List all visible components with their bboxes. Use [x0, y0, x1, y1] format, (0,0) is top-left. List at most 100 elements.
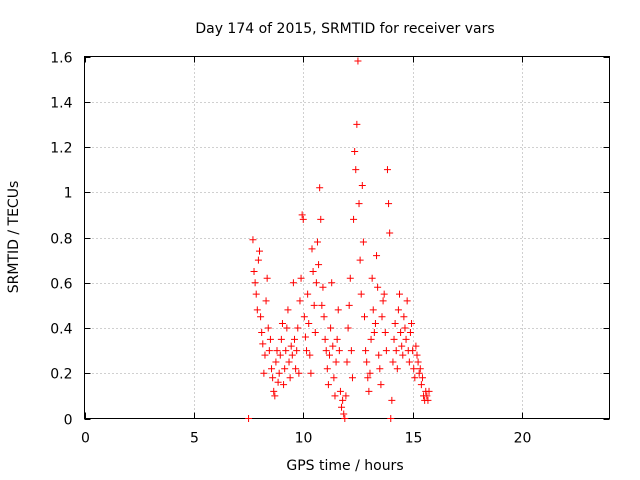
- data-point: [312, 279, 320, 287]
- data-point: [397, 329, 405, 337]
- data-point: [362, 347, 370, 355]
- y-tick-label: 0.4: [50, 322, 72, 338]
- y-tick-label: 1: [64, 186, 73, 202]
- data-point: [339, 396, 347, 404]
- data-point: [332, 358, 340, 366]
- data-point: [252, 290, 260, 298]
- data-point: [357, 290, 365, 298]
- data-point: [348, 374, 356, 382]
- data-point: [345, 301, 353, 309]
- data-point: [301, 333, 309, 341]
- data-point: [416, 365, 424, 373]
- data-point: [368, 274, 376, 282]
- data-point: [353, 120, 361, 128]
- data-point: [324, 381, 332, 389]
- data-point: [276, 351, 284, 359]
- data-point: [406, 329, 414, 337]
- data-point: [318, 301, 326, 309]
- data-point: [329, 342, 337, 350]
- data-point: [338, 403, 346, 411]
- data-point: [245, 415, 253, 422]
- data-point: [336, 387, 344, 395]
- data-point: [373, 252, 381, 260]
- data-point: [351, 148, 359, 156]
- y-tick-label: 1.2: [50, 141, 72, 157]
- data-point: [385, 200, 393, 208]
- data-point: [268, 365, 276, 373]
- data-point: [392, 347, 400, 355]
- data-point: [253, 306, 261, 314]
- y-tick-label: 0.2: [50, 367, 72, 383]
- data-point: [249, 236, 257, 244]
- data-point: [411, 374, 419, 382]
- y-tick-label: 1.6: [50, 51, 72, 67]
- y-tick-label: 0.6: [50, 277, 72, 293]
- data-point: [331, 392, 339, 400]
- x-axis: 0 5 10 15 20: [81, 56, 531, 447]
- data-point: [285, 358, 293, 366]
- data-point: [355, 200, 363, 208]
- data-point: [300, 313, 308, 321]
- x-tick-label: 0: [81, 431, 90, 447]
- data-point: [308, 245, 316, 253]
- data-point: [401, 324, 409, 332]
- data-point: [364, 374, 372, 382]
- data-point: [292, 365, 300, 373]
- data-point: [280, 381, 288, 389]
- data-point: [399, 351, 407, 359]
- data-point: [389, 358, 397, 366]
- data-point: [281, 365, 289, 373]
- data-point: [390, 335, 398, 343]
- data-point: [344, 324, 352, 332]
- data-point: [294, 324, 302, 332]
- data-point: [409, 347, 417, 355]
- data-point: [356, 256, 364, 264]
- x-tick-label: 10: [295, 431, 313, 447]
- grid-lines: [84, 56, 610, 419]
- y-tick-label: 0.8: [50, 232, 72, 248]
- data-point: [352, 166, 360, 174]
- data-point: [359, 238, 367, 246]
- data-point: [417, 381, 425, 389]
- data-point: [264, 324, 272, 332]
- data-point: [342, 392, 350, 400]
- x-tick-label: 15: [405, 431, 423, 447]
- y-tick-label: 0: [64, 413, 73, 429]
- data-point: [382, 347, 390, 355]
- data-point: [425, 387, 433, 395]
- y-tick-label: 1.4: [50, 96, 72, 112]
- data-point: [303, 347, 311, 355]
- data-point: [251, 279, 259, 287]
- data-point: [386, 229, 394, 237]
- data-point: [346, 274, 354, 282]
- data-point: [296, 297, 304, 305]
- data-point: [282, 347, 290, 355]
- data-point: [258, 329, 266, 337]
- data-point: [398, 342, 406, 350]
- data-point: [379, 297, 387, 305]
- data-point: [287, 342, 295, 350]
- data-point: [423, 392, 431, 400]
- data-point: [341, 415, 349, 422]
- data-point: [330, 374, 338, 382]
- data-point: [328, 279, 336, 287]
- data-points: [245, 57, 433, 422]
- data-point: [327, 324, 335, 332]
- data-point: [307, 369, 315, 377]
- data-point: [374, 283, 382, 291]
- data-point: [273, 347, 281, 355]
- data-point: [396, 290, 403, 298]
- data-point: [266, 335, 274, 343]
- data-point: [295, 369, 303, 377]
- data-point: [333, 335, 341, 343]
- data-point: [257, 313, 265, 321]
- data-point: [270, 387, 278, 395]
- data-point: [275, 369, 283, 377]
- data-point: [402, 335, 410, 343]
- data-point: [262, 297, 270, 305]
- data-point: [412, 342, 420, 350]
- data-point: [413, 351, 421, 359]
- data-point: [283, 324, 291, 332]
- data-point: [319, 283, 327, 291]
